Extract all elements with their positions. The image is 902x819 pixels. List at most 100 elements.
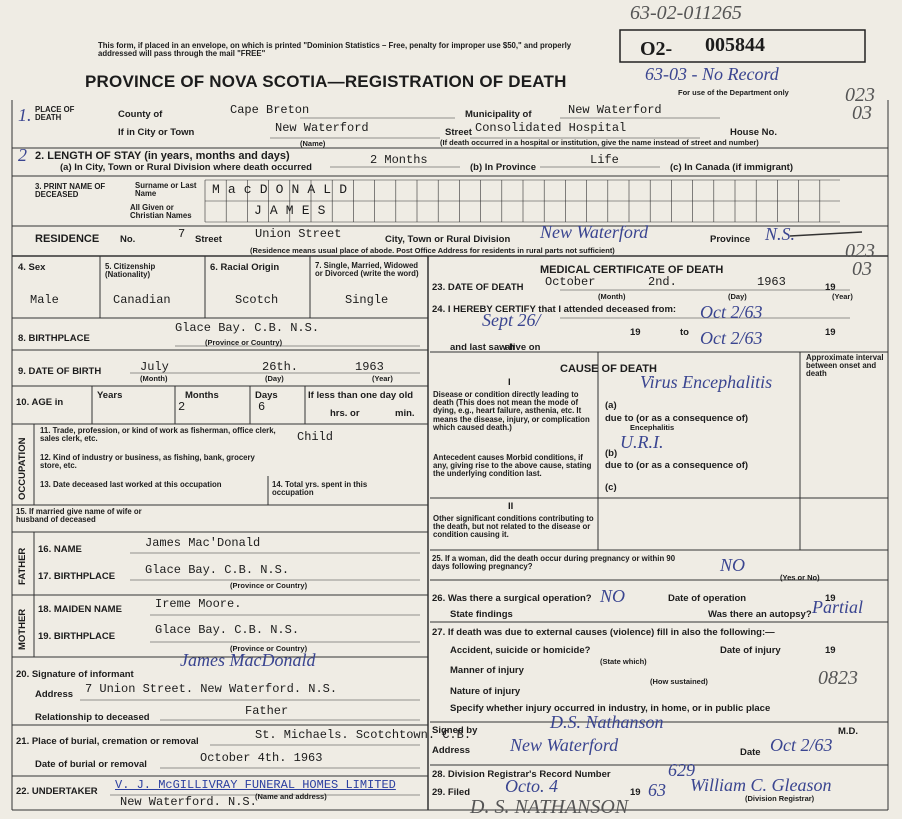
value: 6: [258, 400, 266, 414]
label: (a) In City, Town or Rural Division wher…: [60, 162, 312, 173]
label: due to (or as a consequence of): [605, 460, 749, 471]
label: Was there an autopsy?: [708, 609, 812, 620]
file-number: 63-02-011265: [630, 2, 742, 24]
label: 27. If death was due to external causes …: [432, 627, 775, 638]
label: 14. Total yrs. spent in this occupation: [272, 480, 368, 498]
value: Ireme Moore.: [155, 597, 242, 611]
note: (Yes or No): [780, 573, 820, 582]
label: No.: [120, 234, 136, 245]
value: New Waterford: [510, 735, 619, 755]
value: Glace Bay. C.B. N.S.: [145, 563, 290, 577]
value: Life: [590, 153, 619, 167]
value: Consolidated Hospital: [475, 121, 627, 135]
label: (b): [605, 448, 618, 459]
note: (Province or Country): [230, 581, 308, 590]
label: Address: [432, 745, 471, 756]
signature: D.S. Nathanson: [550, 712, 664, 732]
rule: [789, 231, 863, 237]
label: 19: [825, 593, 836, 604]
value: October 4th. 1963: [200, 751, 323, 765]
value: Canadian: [113, 293, 171, 307]
side-label: FATHER: [17, 547, 28, 585]
handwritten-code: 63-03 - No Record: [645, 64, 779, 84]
label: I: [508, 377, 511, 388]
label: 15. If married give name of wife or husb…: [16, 507, 142, 525]
label: 19: [825, 327, 836, 338]
label: Years: [97, 390, 123, 401]
margin-code: 023: [845, 84, 875, 106]
label: 19. BIRTHPLACE: [38, 631, 116, 642]
section-label: 3. PRINT NAME OF DECEASED: [35, 182, 106, 200]
value: New Waterford: [568, 103, 662, 117]
value: 629: [668, 760, 695, 780]
label: 20. Signature of informant: [16, 669, 134, 680]
label: 4. Sex: [18, 262, 46, 273]
label: 21. Place of burial, cremation or remova…: [16, 736, 199, 747]
note: (Day): [265, 374, 284, 383]
margin-code: 03: [852, 102, 872, 124]
label: Months: [185, 390, 219, 401]
value: 2: [178, 400, 186, 414]
value: Octo. 4: [505, 776, 558, 796]
note: (Residence means usual place of abode. P…: [250, 246, 615, 255]
value: 1963: [355, 360, 384, 374]
value: Oct 2/63: [700, 328, 763, 348]
value: Partial: [812, 597, 864, 617]
form-title: PROVINCE OF NOVA SCOTIA—REGISTRATION OF …: [85, 72, 567, 91]
value: N.S.: [765, 224, 796, 244]
label: (a): [605, 400, 617, 411]
label: Street: [195, 234, 222, 245]
value: U.R.I.: [620, 432, 664, 452]
value: July: [140, 360, 169, 374]
value: 7 Union Street. New Waterford. N.S.: [85, 682, 338, 696]
value: Father: [245, 704, 289, 718]
label: 17. BIRTHPLACE: [38, 571, 116, 582]
label: Surname or Last Name: [135, 181, 197, 199]
label: Other significant conditions contributin…: [433, 514, 594, 540]
label: 19: [825, 282, 836, 293]
value: Male: [30, 293, 59, 307]
label: 7. Single, Married, Widowed or Divorced …: [315, 261, 419, 279]
note: (How sustained): [650, 677, 708, 686]
registration-box: [619, 29, 866, 63]
undertaker: V. J. McGILLIVRAY FUNERAL HOMES LIMITED: [115, 778, 396, 792]
value: 7: [178, 227, 186, 241]
registration-prefix: O2-: [640, 38, 673, 60]
rule-lines: [11, 100, 889, 811]
margin-code: 023: [845, 240, 875, 262]
note: Encephalitis: [630, 423, 675, 432]
label: hrs. or: [330, 408, 360, 419]
note: (Name): [300, 139, 326, 148]
note: (Month): [140, 374, 168, 383]
label: Relationship to deceased: [35, 712, 150, 723]
note: (Month): [598, 292, 626, 301]
label: County of: [118, 109, 163, 120]
label: alive on: [505, 342, 541, 353]
label: 29. Filed: [432, 787, 471, 798]
value: 1963: [757, 275, 786, 289]
value: Sept 26/: [482, 310, 541, 330]
label: 18. MAIDEN NAME: [38, 604, 122, 615]
value: NO: [600, 586, 626, 606]
label: Date of burial or removal: [35, 759, 147, 770]
section-title: CAUSE OF DEATH: [560, 363, 657, 375]
value: October: [545, 275, 596, 289]
label: (c): [605, 482, 617, 493]
label: 6. Racial Origin: [210, 262, 280, 273]
note: (Year): [372, 374, 393, 383]
label: State findings: [450, 609, 513, 620]
label: Specify whether injury occurred in indus…: [450, 703, 771, 714]
label: Date of injury: [720, 645, 781, 656]
note: (State which): [600, 657, 647, 666]
label: 23. DATE OF DEATH: [432, 282, 524, 293]
label: 12. Kind of industry or business, as fis…: [40, 453, 255, 471]
section-label: RESIDENCE: [35, 233, 100, 245]
label: If in City or Town: [118, 127, 195, 138]
dept-use: For use of the Department only: [678, 88, 789, 97]
label: (b) In Province: [470, 162, 536, 173]
value: Cape Breton: [230, 103, 310, 117]
margin-number: 2: [18, 145, 27, 165]
label: (c) In Canada (if immigrant): [670, 162, 793, 173]
